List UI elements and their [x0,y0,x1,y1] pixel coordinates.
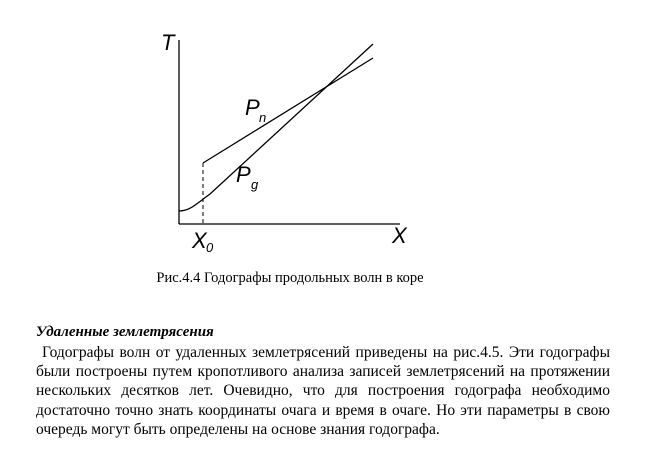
body-paragraph: Годографы волн от удаленных землетрясени… [36,344,610,438]
pg-curve [178,43,374,212]
x-axis-label: X [391,223,408,248]
t-axis-label: T [161,30,176,55]
x0-label: X [191,228,208,253]
section-heading: Удаленные землетрясения [36,324,214,340]
travel-time-diagram: T X X 0 P n P g [161,30,408,255]
pn-subscript: n [259,110,266,125]
pg-label: P [236,162,251,187]
pn-label: P [245,95,260,120]
pg-subscript: g [251,177,259,192]
figure-caption: Рис.4.4 Годографы продольных волн в коре [156,270,424,286]
pn-line [202,57,374,164]
x0-subscript: 0 [206,240,214,255]
